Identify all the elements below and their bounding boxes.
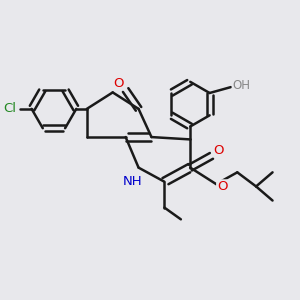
Text: OH: OH bbox=[232, 80, 250, 92]
Text: O: O bbox=[217, 180, 227, 193]
Text: O: O bbox=[213, 143, 224, 157]
Text: O: O bbox=[113, 76, 124, 89]
Text: NH: NH bbox=[123, 175, 142, 188]
Text: Cl: Cl bbox=[3, 102, 16, 116]
